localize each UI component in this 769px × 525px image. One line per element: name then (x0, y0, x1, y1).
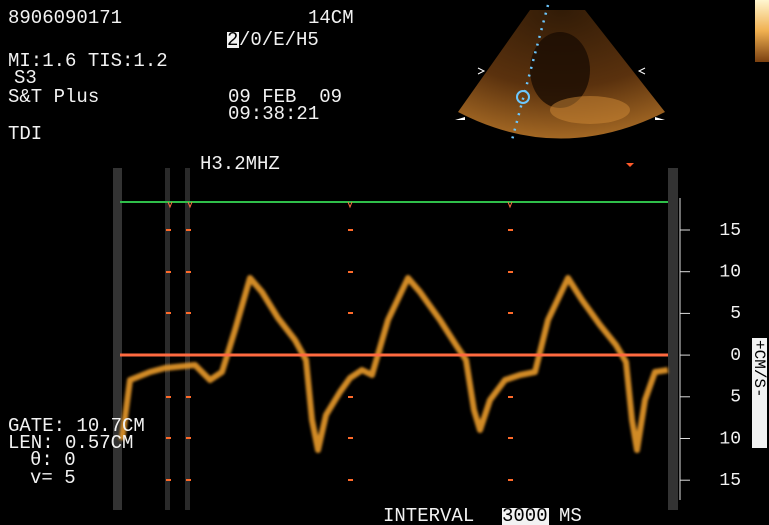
scale-label: 0 (730, 346, 741, 366)
frequency: H3.2MHZ (200, 153, 280, 175)
scale-label: 15 (719, 471, 741, 491)
unit-plus: + (750, 340, 768, 350)
interval-value: 3000 (502, 505, 548, 525)
unit: CM/S (750, 350, 768, 388)
depth: 14CM (308, 7, 354, 29)
time: 09:38:21 (228, 103, 319, 125)
scale-label: 15 (719, 221, 741, 241)
scale-label: 5 (730, 388, 741, 408)
interval-unit: MS (559, 505, 582, 525)
mode: /0/E/H5 (239, 29, 319, 51)
patient-id: 8906090171 (8, 7, 122, 29)
scale-label: 10 (719, 262, 741, 282)
application: S&T Plus (8, 86, 99, 108)
scale-label: 10 (719, 429, 741, 449)
interval-label: INTERVAL (383, 505, 474, 525)
mode-index: 2 (227, 29, 238, 51)
unit-minus: - (750, 388, 768, 398)
scale-label: 5 (730, 304, 741, 324)
unit-label: +CM/S- (750, 340, 768, 398)
velocity-setting: v= 5 (30, 467, 76, 489)
mode-tdi: TDI (8, 123, 42, 145)
color-bar (755, 0, 769, 62)
ultrasound-screen: 8906090171 14CM 2 /0/E/H5 MI:1.6 TIS:1.2… (0, 0, 769, 525)
